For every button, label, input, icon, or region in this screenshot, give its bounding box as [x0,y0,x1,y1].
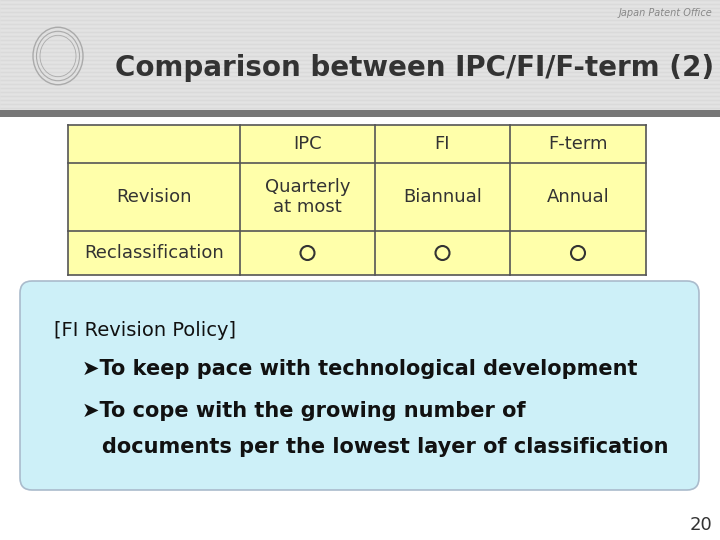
Text: Japan Patent Office: Japan Patent Office [618,8,712,18]
Text: [FI Revision Policy]: [FI Revision Policy] [54,321,236,340]
Text: 20: 20 [689,516,712,534]
Text: Comparison between IPC/FI/F-term (2): Comparison between IPC/FI/F-term (2) [115,54,714,82]
Text: ➤To keep pace with technological development: ➤To keep pace with technological develop… [82,359,637,379]
Bar [68,125,646,275]
Bar [0,110,720,117]
Text: Revision: Revision [116,188,192,206]
Text: FI: FI [435,135,450,153]
Text: Biannual: Biannual [403,188,482,206]
Text: Quarterly
at most: Quarterly at most [265,178,350,217]
Text: Annual: Annual [546,188,609,206]
FancyBboxPatch shape [20,281,699,490]
Text: Reclassification: Reclassification [84,244,224,262]
Bar [0,117,720,540]
Text: F-term: F-term [548,135,608,153]
Bar [0,0,720,110]
Text: ➤To cope with the growing number of: ➤To cope with the growing number of [82,401,526,421]
Text: documents per the lowest layer of classification: documents per the lowest layer of classi… [102,437,668,457]
Bar [0,0,720,110]
Text: IPC: IPC [293,135,322,153]
